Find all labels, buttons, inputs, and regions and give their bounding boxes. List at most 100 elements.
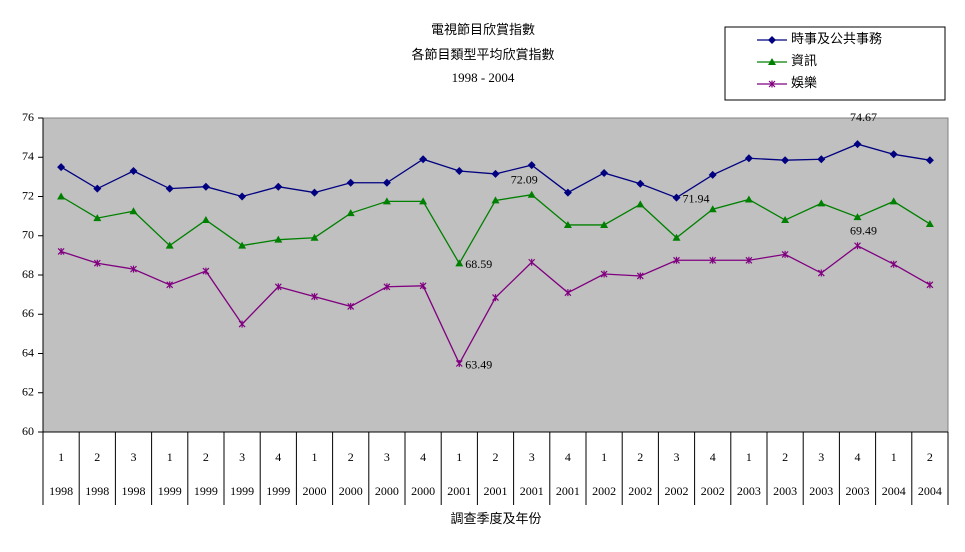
x-tick-label: 2 [782,450,788,464]
x-year-label: 1999 [194,484,218,498]
chart-title: 電視節目欣賞指數 [431,22,535,37]
data-point [166,281,174,289]
x-tick-label: 1 [891,450,897,464]
x-year-label: 1998 [49,484,73,498]
x-year-label: 2001 [520,484,544,498]
data-point [889,197,898,205]
data-point [768,58,776,65]
x-year-label: 2002 [592,484,616,498]
legend-label: 娛樂 [791,75,817,90]
x-tick-label: 4 [710,450,716,464]
x-year-label: 1998 [85,484,109,498]
data-point [600,220,609,228]
x-year-label: 2000 [411,484,435,498]
data-point [564,289,572,297]
data-point [600,270,608,278]
data-point [925,219,934,227]
data-point [709,256,717,264]
data-point [672,233,681,241]
data-point [672,193,681,202]
x-tick-label: 1 [312,450,318,464]
x-tick-label: 3 [529,450,535,464]
data-point [57,247,65,255]
x-tick-label: 1 [746,450,752,464]
data-point [165,241,174,249]
x-tick-label: 2 [637,450,643,464]
data-point [744,195,753,203]
x-year-label: 2000 [375,484,399,498]
data-point [201,182,210,191]
y-tick-label: 66 [22,306,34,320]
data-point [853,213,862,221]
y-tick-label: 72 [22,188,34,202]
x-year-label: 2003 [773,484,797,498]
data-point [238,192,247,201]
data-point [708,170,717,179]
x-year-label: 2003 [809,484,833,498]
data-point [491,169,500,178]
x-tick-label: 4 [275,450,281,464]
x-year-label: 2000 [339,484,363,498]
data-point [93,184,102,193]
data-point [744,154,753,163]
y-tick-label: 60 [22,424,34,438]
data-point [889,150,898,159]
x-year-label: 2004 [882,484,906,498]
series-markers [57,190,934,267]
data-point [817,155,826,164]
x-tick-label: 2 [348,450,354,464]
y-tick-label: 62 [22,385,34,399]
data-point [455,360,463,368]
data-point [346,209,355,217]
data-point [853,140,862,149]
x-year-label: 2001 [447,484,471,498]
x-year-label: 1998 [122,484,146,498]
x-year-label: 2001 [484,484,508,498]
data-point [129,166,138,175]
data-point [310,188,319,197]
series-markers [57,140,934,202]
data-point [492,294,499,302]
x-year-label: 1999 [230,484,254,498]
data-point [527,161,536,170]
data-point [528,258,536,266]
chart-subtitle: 各節目類型平均欣賞指數 [411,47,554,62]
data-point [382,197,391,205]
data-point [274,182,283,191]
data-point [130,265,137,273]
data-point [274,235,283,243]
data-point [93,259,101,267]
y-tick-label: 64 [22,345,34,359]
data-point [129,207,138,215]
x-tick-label: 1 [601,450,607,464]
data-point [817,269,825,277]
data-point [93,214,102,222]
data-point [563,188,572,197]
data-point [347,302,355,310]
data-point [926,281,934,289]
data-point [745,256,753,264]
data-point [600,168,609,177]
x-year-label: 2002 [665,484,689,498]
data-label: 68.59 [465,257,492,271]
data-label: 71.94 [683,191,710,205]
data-point [527,190,536,198]
data-label: 69.49 [850,224,877,238]
x-tick-label: 1 [167,450,173,464]
legend-box [724,26,946,101]
data-point [455,259,464,267]
data-point [854,242,861,250]
x-axis-label: 調查季度及年份 [450,511,541,526]
chart-subtitle: 1998 - 2004 [452,70,515,85]
x-tick-label: 4 [420,450,426,464]
x-tick-label: 1 [456,450,462,464]
data-point [238,241,247,249]
data-point [310,233,319,241]
data-point [817,199,826,207]
plot-area [42,117,949,433]
data-point [57,192,66,200]
x-year-label: 2002 [628,484,652,498]
x-year-label: 2003 [737,484,761,498]
x-tick-label: 3 [818,450,824,464]
